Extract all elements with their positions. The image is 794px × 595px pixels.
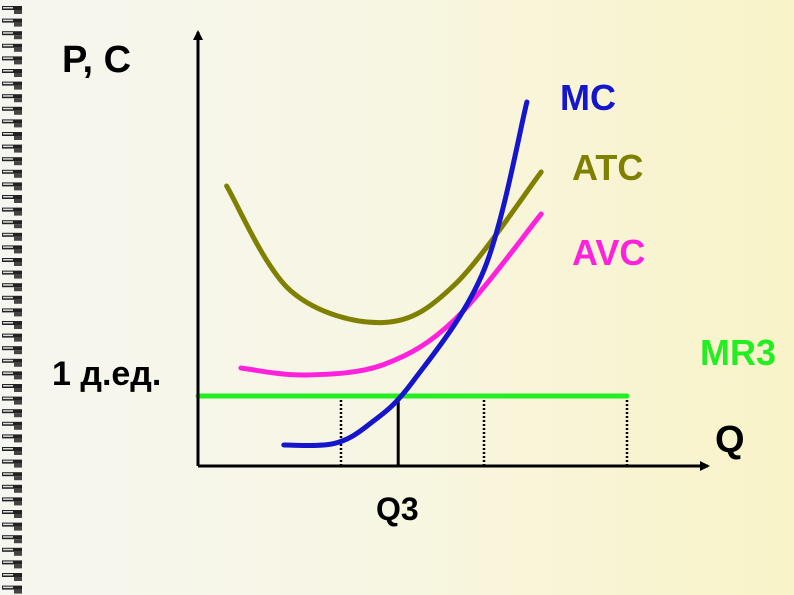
binding-ring bbox=[2, 232, 22, 241]
y-tick-label: 1 д.ед. bbox=[52, 355, 161, 393]
curve-atc bbox=[224, 169, 544, 326]
series-label-atc: ATC bbox=[572, 147, 643, 188]
binding-ring bbox=[2, 119, 22, 128]
series-label-mr3: MR3 bbox=[700, 332, 776, 373]
binding-ring bbox=[2, 220, 22, 229]
binding-ring bbox=[2, 94, 22, 103]
binding-ring bbox=[2, 384, 22, 392]
x-tick-label: Q3 bbox=[376, 491, 419, 527]
binding-ring bbox=[2, 497, 22, 506]
vertical-guides bbox=[339, 396, 629, 466]
binding-ring bbox=[2, 472, 22, 481]
binding-ring bbox=[2, 157, 22, 166]
binding-ring bbox=[2, 81, 22, 90]
binding-ring bbox=[2, 522, 22, 531]
binding-ring bbox=[2, 510, 22, 518]
series-label-mc: MC bbox=[560, 77, 616, 118]
binding-ring bbox=[2, 535, 22, 544]
y-axis-label: P, C bbox=[62, 39, 131, 81]
binding-ring bbox=[2, 434, 22, 443]
series-label-avc: AVC bbox=[572, 232, 645, 273]
binding-ring bbox=[2, 573, 22, 581]
binding-ring bbox=[2, 447, 22, 455]
curves bbox=[195, 99, 630, 449]
binding-ring bbox=[2, 245, 22, 254]
binding-ring bbox=[2, 585, 22, 594]
binding-ring bbox=[2, 321, 22, 329]
binding-ring bbox=[2, 56, 22, 65]
binding-ring bbox=[2, 258, 22, 266]
binding-ring bbox=[2, 132, 22, 140]
binding-ring bbox=[2, 106, 22, 115]
binding-ring bbox=[2, 182, 22, 191]
binding-ring bbox=[2, 333, 22, 342]
binding-ring bbox=[2, 308, 22, 317]
binding-ring bbox=[2, 484, 22, 493]
curve-avc bbox=[238, 211, 544, 378]
binding-ring bbox=[2, 295, 22, 304]
binding-ring bbox=[2, 207, 22, 216]
binding-ring bbox=[2, 31, 22, 40]
binding-ring bbox=[2, 6, 22, 14]
binding-ring bbox=[2, 358, 22, 367]
binding-ring bbox=[2, 371, 22, 380]
binding-ring bbox=[2, 144, 22, 153]
spiral-binding bbox=[2, 6, 22, 594]
binding-ring bbox=[2, 459, 22, 468]
binding-ring bbox=[2, 43, 22, 52]
binding-ring bbox=[2, 547, 22, 556]
binding-ring bbox=[2, 283, 22, 292]
binding-ring bbox=[2, 396, 22, 405]
curve-mc bbox=[281, 99, 530, 449]
binding-ring bbox=[2, 409, 22, 418]
binding-ring bbox=[2, 270, 22, 279]
binding-ring bbox=[2, 195, 22, 203]
binding-ring bbox=[2, 169, 22, 178]
x-axis-label: Q bbox=[715, 419, 745, 461]
binding-ring bbox=[2, 560, 22, 569]
binding-ring bbox=[2, 69, 22, 77]
binding-ring bbox=[2, 346, 22, 355]
binding-ring bbox=[2, 421, 22, 430]
binding-ring bbox=[2, 18, 22, 27]
